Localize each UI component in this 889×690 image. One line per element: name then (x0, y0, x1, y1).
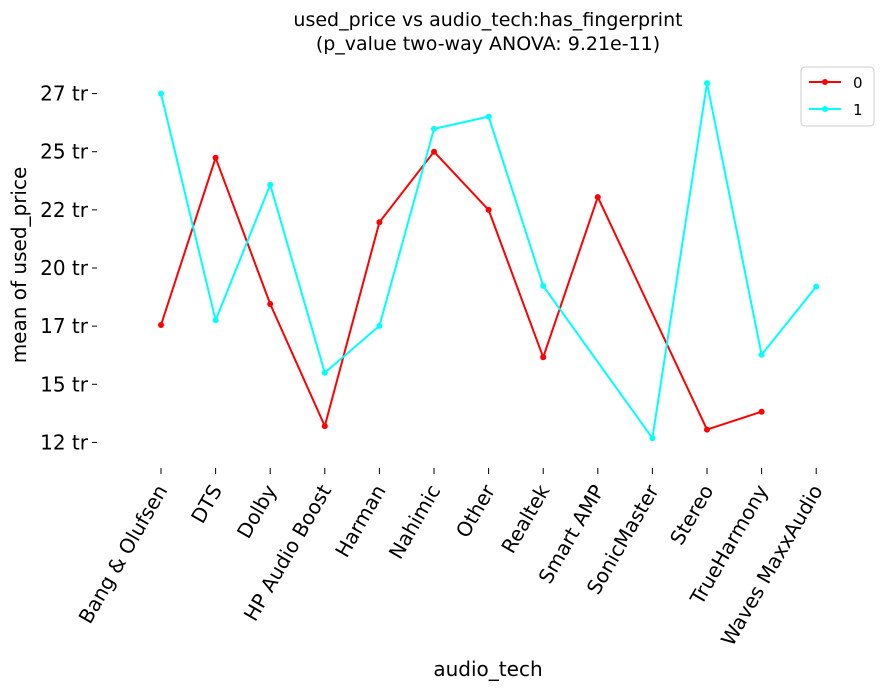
data-point (758, 351, 765, 358)
series-line (160, 150, 762, 431)
data-point (158, 90, 164, 97)
data-point (649, 435, 656, 442)
y-tick-label: 27 tr (40, 82, 89, 106)
chart-subtitle: (p_value two-way ANOVA: 9.21e-11) (316, 33, 660, 55)
legend-box (800, 66, 875, 127)
series-layer (158, 80, 820, 442)
y-tick-label: 15 tr (40, 372, 89, 396)
series-line (160, 82, 817, 440)
x-tick-label: Bang & Olufsen (74, 481, 173, 628)
data-point (212, 154, 219, 161)
data-point (267, 181, 274, 188)
data-point (540, 354, 547, 361)
series-0 (158, 148, 765, 433)
data-point (321, 369, 328, 376)
legend: 01 (800, 66, 875, 127)
data-point (431, 148, 437, 155)
data-point (212, 317, 219, 324)
data-point (758, 408, 765, 415)
x-tick-label: Other (451, 480, 501, 542)
legend-marker (822, 79, 828, 85)
y-axis: 12 tr 15 tr 17 tr 20 tr 22 tr 25 tr 27 tr (40, 82, 97, 454)
x-tick-label: DTS (186, 481, 227, 528)
y-tick-label: 12 tr (40, 430, 89, 454)
y-tick-label: 25 tr (40, 140, 89, 164)
legend-label: 1 (853, 101, 863, 119)
x-tick-label: Dolby (232, 480, 282, 542)
x-tick-label: Waves MaxxAudio (716, 481, 828, 650)
x-axis-label: audio_tech (433, 657, 542, 681)
data-point (704, 426, 710, 433)
x-tick-label: Harman (330, 481, 391, 562)
data-point (376, 322, 383, 329)
data-point (376, 219, 383, 226)
y-tick-label: 20 tr (40, 256, 89, 280)
y-tick-label: 17 tr (40, 314, 89, 338)
data-point (540, 282, 547, 289)
data-point (594, 194, 601, 201)
data-point (158, 322, 164, 328)
series-1 (158, 80, 820, 442)
x-tick-label: Stereo (665, 481, 718, 549)
legend-label: 0 (853, 74, 863, 92)
legend-marker (822, 106, 828, 112)
data-point (485, 206, 492, 213)
y-tick-label: 22 tr (40, 198, 89, 222)
data-point (485, 113, 492, 120)
data-point (267, 301, 274, 307)
chart-title: used_price vs audio_tech:has_fingerprint (293, 9, 682, 31)
data-point (431, 125, 437, 132)
x-tick-label: Realtek (496, 480, 554, 557)
x-tick-label: Nahimic (384, 481, 446, 564)
data-point (321, 423, 328, 430)
y-axis-label: mean of used_price (7, 167, 31, 364)
data-point (704, 80, 710, 87)
data-point (813, 283, 820, 290)
